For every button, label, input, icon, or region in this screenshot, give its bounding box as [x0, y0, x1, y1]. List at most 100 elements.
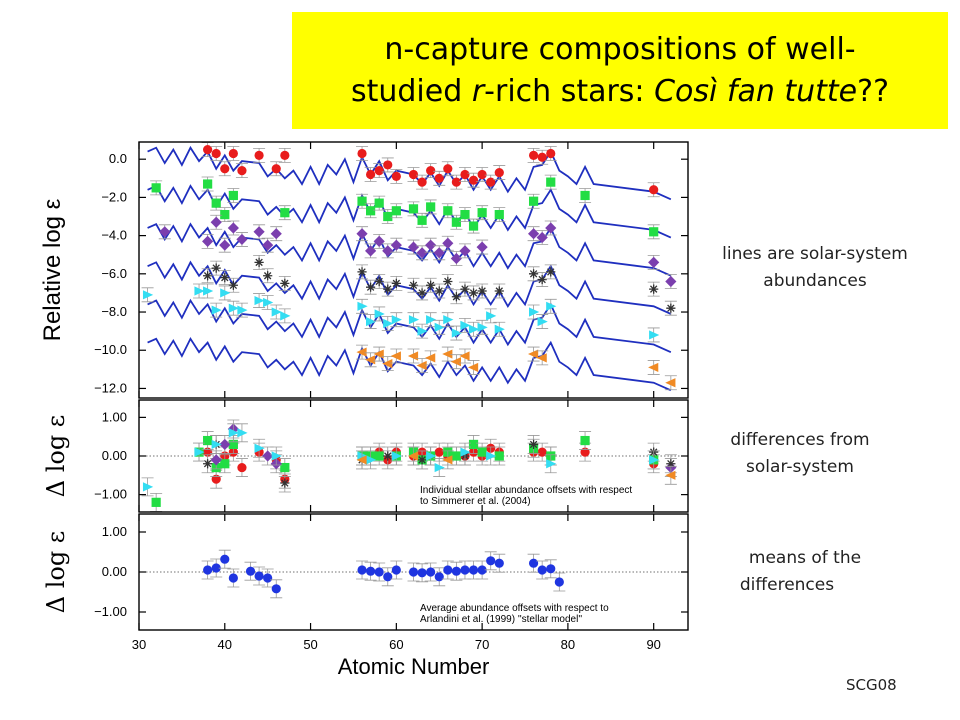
data-point	[536, 353, 547, 363]
data-point	[546, 177, 556, 187]
data-point	[211, 198, 221, 208]
data-point	[426, 315, 437, 325]
data-point	[407, 351, 419, 361]
series-black	[201, 254, 677, 316]
data-point	[245, 566, 256, 576]
data-layer	[139, 419, 688, 512]
panel-bottom: 1.00 0.00 −1.00 Δ log ε Average abundance of…	[42, 513, 689, 679]
data-point	[537, 274, 547, 285]
data-point	[211, 439, 222, 450]
data-point	[443, 565, 453, 575]
y-tick-label: 1.00	[102, 409, 127, 424]
x-tick-label: 90	[646, 637, 660, 652]
data-point	[451, 177, 461, 187]
data-point	[228, 573, 238, 583]
data-point	[528, 558, 539, 568]
data-point	[203, 145, 213, 155]
data-point	[211, 263, 221, 273]
data-point	[220, 209, 230, 220]
data-point	[528, 439, 539, 450]
data-point	[494, 167, 504, 178]
x-tick-label: 50	[303, 637, 317, 652]
data-point	[417, 326, 428, 336]
data-point	[546, 459, 557, 469]
data-point	[467, 362, 479, 373]
data-point	[365, 245, 377, 257]
data-point	[356, 228, 368, 240]
data-point	[528, 196, 539, 206]
data-point	[391, 451, 402, 461]
data-point	[666, 303, 676, 313]
note-text: differences	[739, 575, 835, 595]
y-tick-label: −12.0	[94, 380, 127, 395]
title-text: -rich stars:	[484, 73, 655, 109]
data-point	[237, 305, 248, 315]
data-point	[665, 470, 676, 480]
y-axis-label: Relative log ε	[39, 198, 66, 341]
data-point	[357, 148, 367, 159]
panel-middle: 1.00 0.00 −1.00 Δ log ε Individual stellar a…	[42, 399, 689, 513]
data-point	[227, 222, 239, 234]
title-italic-r: r	[471, 73, 485, 109]
data-point	[528, 269, 539, 279]
data-point	[228, 280, 238, 290]
data-point	[468, 288, 479, 298]
data-point	[271, 307, 282, 317]
data-point	[468, 439, 479, 450]
data-point	[271, 451, 282, 461]
data-point	[408, 280, 419, 290]
data-point	[211, 305, 222, 315]
data-point	[426, 280, 436, 290]
data-point	[649, 227, 659, 237]
data-point	[460, 447, 471, 457]
title-text: studied	[350, 73, 472, 109]
data-point	[237, 462, 247, 473]
data-point	[434, 462, 445, 473]
data-point	[280, 278, 290, 288]
data-point	[219, 438, 231, 451]
data-point	[211, 563, 221, 573]
data-point	[537, 152, 547, 162]
data-point	[486, 451, 497, 461]
data-point	[434, 286, 444, 296]
data-point	[443, 164, 453, 174]
data-point	[468, 221, 479, 231]
data-point	[210, 454, 222, 466]
chart-annotation: Arlandini et al. (1999) ''stellar model'…	[420, 614, 582, 625]
y-tick-label: −6.0	[101, 266, 127, 281]
data-point	[442, 349, 453, 359]
data-point	[426, 567, 436, 577]
data-point	[211, 148, 221, 159]
chart-annotation: Individual stellar abundance offsets wit…	[420, 485, 632, 496]
data-point	[407, 241, 420, 253]
data-point	[280, 311, 291, 321]
data-point	[356, 347, 367, 357]
data-point	[366, 566, 376, 576]
data-layer	[141, 142, 677, 392]
data-point	[486, 311, 497, 321]
note-text: means of the	[748, 548, 862, 568]
y-tick-label: −10.0	[94, 342, 127, 357]
title-line-1: n-capture compositions of well-	[384, 31, 856, 67]
series-purple	[158, 214, 677, 289]
data-point	[194, 447, 205, 457]
data-point	[665, 378, 676, 388]
data-point	[383, 572, 393, 582]
data-point	[391, 171, 401, 181]
data-point	[254, 443, 265, 453]
x-tick-label: 40	[218, 637, 232, 652]
data-point	[426, 202, 436, 212]
data-point	[194, 286, 205, 296]
series-blue	[201, 549, 566, 599]
data-point	[477, 565, 487, 575]
data-point	[357, 267, 367, 277]
y-axis-label: Δ log ε	[42, 415, 70, 498]
data-point	[391, 206, 401, 216]
data-layer	[139, 549, 688, 599]
data-point	[142, 482, 154, 492]
data-point	[434, 572, 444, 582]
data-point	[391, 565, 401, 575]
data-point	[357, 565, 367, 575]
note-means: means of the differences	[710, 545, 900, 599]
data-point	[374, 198, 384, 208]
